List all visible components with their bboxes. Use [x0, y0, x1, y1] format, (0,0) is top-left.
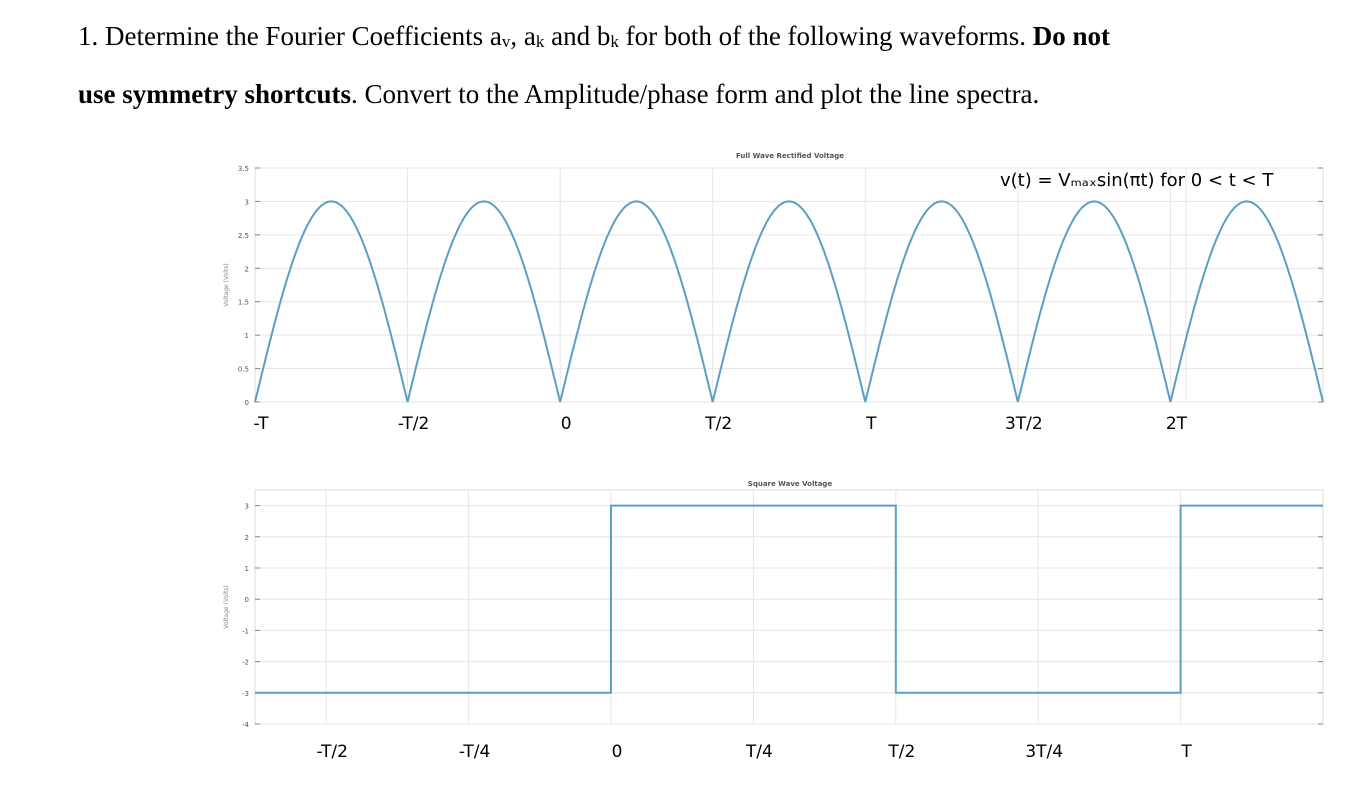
chart1-title: Full Wave Rectified Voltage [736, 152, 844, 160]
chart2-y-tick-label: -2 [242, 659, 249, 667]
chart2-y-tick-label: -4 [242, 721, 250, 729]
chart2-y-tick-label: 2 [245, 534, 249, 542]
chart2-x-tick-label: 3T/4 [1025, 742, 1063, 762]
chart-full-wave-rectified: Full Wave Rectified Voltage Voltage (Vol… [223, 152, 1324, 434]
chart2-x-tick-label: -T/4 [459, 742, 491, 762]
chart1-x-ticks: -T -T/2 0 T/2 T 3T/2 2T [254, 414, 1188, 434]
chart2-plot-area [254, 489, 1324, 725]
chart2-x-tick-label: -T/2 [316, 742, 348, 762]
chart2-y-tick-label: -1 [242, 627, 249, 635]
chart1-x-tick-label: 3T/2 [1005, 414, 1043, 434]
chart2-ylabel: Voltage (Volts) [223, 585, 230, 629]
chart2-y-ticks: -4 -3 -2 -1 0 1 2 3 [242, 503, 250, 729]
chart1-x-tick-label: -T [254, 414, 270, 434]
chart1-y-tick-label: 0.5 [238, 366, 249, 374]
chart2-x-tick-label: T [1180, 742, 1192, 762]
chart2-y-tick-label: -3 [242, 690, 249, 698]
chart2-x-tick-label: 0 [612, 742, 623, 762]
chart1-x-tick-label: 0 [561, 414, 572, 434]
chart1-x-tick-label: -T/2 [398, 414, 430, 434]
chart2-series-line [255, 504, 1323, 694]
chart1-series-line [254, 200, 1324, 403]
chart2-y-tick-label: 1 [245, 565, 249, 573]
chart1-y-tick-label: 1 [245, 332, 249, 340]
chart1-y-tick-label: 1.5 [238, 299, 249, 307]
chart1-y-tick-label: 0 [245, 399, 249, 407]
problem-statement: 1. Determine the Fourier Coefficients av… [78, 21, 1111, 109]
chart1-y-tick-label: 2.5 [238, 232, 249, 240]
chart2-x-tick-label: T/2 [887, 742, 915, 762]
chart2-x-ticks: -T/2 -T/4 0 T/4 T/2 3T/4 T [316, 742, 1192, 762]
chart1-x-tick-label: T/2 [704, 414, 732, 434]
chart1-x-tick-label: 2T [1166, 414, 1188, 434]
chart1-y-tick-label: 3 [245, 198, 249, 206]
chart2-y-tick-label: 3 [245, 503, 249, 511]
chart1-ylabel: Voltage (Volts) [223, 263, 230, 307]
chart-square-wave: Square Wave Voltage Voltage (Volts) -4 -3… [223, 480, 1324, 762]
chart2-x-tick-label: T/4 [745, 742, 773, 762]
chart2-title: Square Wave Voltage [748, 480, 833, 488]
chart2-y-tick-label: 0 [245, 596, 249, 604]
problem-number: 1. [78, 21, 99, 51]
chart1-y-tick-label: 3.5 [238, 165, 249, 173]
chart1-y-tick-label: 2 [245, 265, 249, 273]
chart1-annotation: v(t) = Vₘₐₓsin(πt) for 0 < t < T [1000, 170, 1274, 191]
chart1-y-ticks: 0 0.5 1 1.5 2 2.5 3 3.5 [238, 165, 249, 407]
chart1-x-tick-label: T [865, 414, 877, 434]
chart1-plot-area [254, 167, 1324, 403]
